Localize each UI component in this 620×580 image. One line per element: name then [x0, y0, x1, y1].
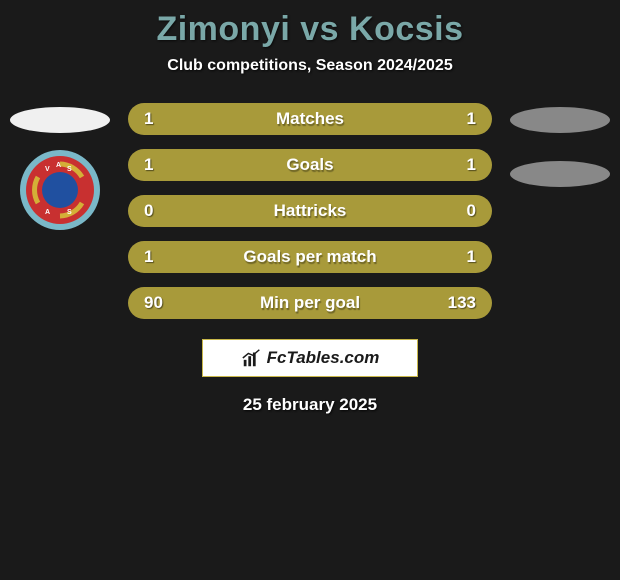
- stat-right-value: 1: [467, 109, 476, 129]
- svg-text:A: A: [45, 209, 50, 216]
- stat-right-value: 1: [467, 155, 476, 175]
- stat-right-value: 0: [467, 201, 476, 221]
- chart-icon: [241, 347, 263, 369]
- subtitle: Club competitions, Season 2024/2025: [0, 57, 620, 75]
- stat-label: Hattricks: [274, 201, 347, 221]
- stat-right-value: 133: [448, 293, 476, 313]
- svg-text:S: S: [67, 209, 72, 216]
- stat-label: Min per goal: [260, 293, 360, 313]
- stat-right-value: 1: [467, 247, 476, 267]
- stat-bar-goals-per-match: 1 Goals per match 1: [128, 241, 492, 273]
- right-player-col: [510, 103, 610, 187]
- source-badge[interactable]: FcTables.com: [202, 339, 418, 377]
- stat-bar-matches: 1 Matches 1: [128, 103, 492, 135]
- left-player-col: V A S A S: [10, 103, 110, 231]
- stat-left-value: 1: [144, 247, 153, 267]
- stat-bar-goals: 1 Goals 1: [128, 149, 492, 181]
- player-photo-placeholder-right: [510, 107, 610, 133]
- infographic-container: Zimonyi vs Kocsis Club competitions, Sea…: [0, 0, 620, 415]
- stat-left-value: 0: [144, 201, 153, 221]
- page-title: Zimonyi vs Kocsis: [0, 10, 620, 49]
- stats-column: 1 Matches 1 1 Goals 1 0 Hattricks 0 1 Go…: [128, 103, 492, 319]
- stat-bar-min-per-goal: 90 Min per goal 133: [128, 287, 492, 319]
- source-label: FcTables.com: [267, 348, 380, 368]
- stat-label: Goals per match: [243, 247, 376, 267]
- stat-label: Goals: [286, 155, 333, 175]
- svg-text:V: V: [45, 166, 50, 173]
- stat-left-value: 1: [144, 109, 153, 129]
- svg-text:S: S: [67, 166, 72, 173]
- svg-text:A: A: [56, 162, 61, 169]
- club-badge-left: V A S A S: [19, 149, 101, 231]
- stat-bar-hattricks: 0 Hattricks 0: [128, 195, 492, 227]
- player-photo-placeholder-left: [10, 107, 110, 133]
- stat-label: Matches: [276, 109, 344, 129]
- stat-left-value: 90: [144, 293, 163, 313]
- club-badge-placeholder-right: [510, 161, 610, 187]
- main-row: V A S A S 1 Matches 1 1 Goals 1 0: [0, 103, 620, 319]
- stat-left-value: 1: [144, 155, 153, 175]
- date-label: 25 february 2025: [0, 395, 620, 415]
